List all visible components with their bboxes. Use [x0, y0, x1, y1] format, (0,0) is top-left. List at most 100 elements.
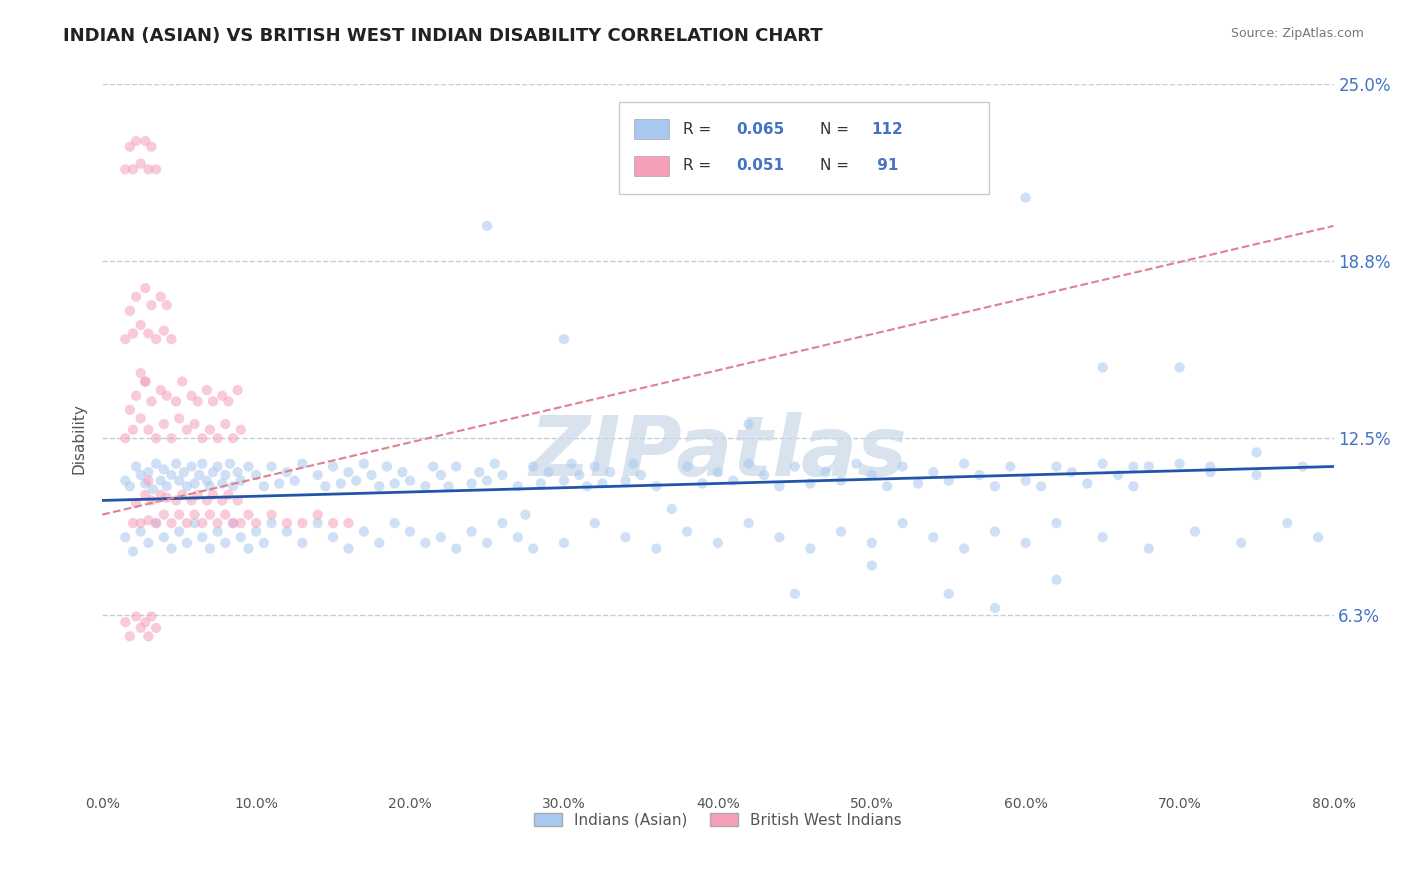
Point — [122, 544, 145, 558]
Point — [276, 516, 298, 530]
Point — [172, 375, 194, 389]
Point — [134, 488, 156, 502]
Point — [118, 479, 141, 493]
Point — [460, 524, 482, 539]
Point — [860, 536, 883, 550]
Point — [522, 459, 544, 474]
Point — [198, 479, 221, 493]
Point — [188, 468, 211, 483]
Point — [1015, 191, 1038, 205]
Point — [506, 479, 529, 493]
Point — [180, 459, 202, 474]
Point — [399, 524, 422, 539]
FancyBboxPatch shape — [634, 156, 669, 176]
Point — [176, 516, 198, 530]
Point — [1091, 457, 1114, 471]
Point — [245, 516, 267, 530]
Point — [1015, 474, 1038, 488]
Point — [561, 457, 583, 471]
Point — [1246, 445, 1268, 459]
Point — [138, 423, 160, 437]
Point — [167, 524, 190, 539]
Point — [576, 479, 599, 493]
Point — [195, 383, 218, 397]
Point — [692, 476, 714, 491]
Point — [460, 476, 482, 491]
Text: 0.051: 0.051 — [737, 158, 785, 173]
Point — [122, 423, 145, 437]
Point — [114, 332, 136, 346]
Point — [399, 474, 422, 488]
Point — [676, 459, 699, 474]
Point — [129, 318, 152, 332]
Point — [830, 474, 852, 488]
Point — [484, 457, 506, 471]
Point — [191, 431, 214, 445]
Point — [226, 465, 249, 479]
Point — [145, 332, 167, 346]
Point — [160, 332, 183, 346]
Point — [1029, 479, 1052, 493]
Point — [141, 298, 163, 312]
Point — [129, 468, 152, 483]
Point — [591, 476, 613, 491]
Point — [118, 139, 141, 153]
Point — [329, 476, 352, 491]
Point — [160, 516, 183, 530]
Point — [183, 476, 205, 491]
Point — [226, 493, 249, 508]
Point — [195, 474, 218, 488]
Point — [183, 516, 205, 530]
Point — [180, 493, 202, 508]
Point — [156, 479, 179, 493]
Point — [814, 465, 837, 479]
Point — [122, 326, 145, 341]
Point — [1168, 360, 1191, 375]
FancyBboxPatch shape — [620, 102, 988, 194]
Point — [183, 508, 205, 522]
Point — [211, 493, 233, 508]
Text: Source: ZipAtlas.com: Source: ZipAtlas.com — [1230, 27, 1364, 40]
Point — [138, 326, 160, 341]
Point — [214, 468, 236, 483]
Point — [291, 536, 314, 550]
Point — [337, 541, 360, 556]
Point — [118, 403, 141, 417]
Point — [645, 479, 668, 493]
Point — [176, 536, 198, 550]
Point — [614, 530, 637, 544]
Text: N =: N = — [820, 121, 853, 136]
Point — [134, 375, 156, 389]
Point — [1015, 536, 1038, 550]
Point — [167, 474, 190, 488]
Text: 91: 91 — [872, 158, 898, 173]
Point — [583, 459, 606, 474]
Text: 112: 112 — [872, 121, 904, 136]
Point — [876, 479, 898, 493]
Point — [907, 476, 929, 491]
Point — [129, 366, 152, 380]
Point — [118, 629, 141, 643]
Point — [384, 476, 406, 491]
Point — [737, 516, 759, 530]
Point — [114, 474, 136, 488]
Point — [707, 536, 730, 550]
Point — [707, 465, 730, 479]
Point — [269, 476, 291, 491]
Point — [191, 530, 214, 544]
Point — [768, 530, 790, 544]
Point — [187, 488, 209, 502]
Point — [145, 457, 167, 471]
Point — [134, 476, 156, 491]
Point — [360, 468, 382, 483]
Point — [752, 468, 775, 483]
Point — [125, 609, 148, 624]
Point — [226, 383, 249, 397]
Point — [152, 417, 174, 431]
Point — [129, 157, 152, 171]
Point — [214, 508, 236, 522]
Point — [114, 162, 136, 177]
Point — [614, 474, 637, 488]
Point — [375, 459, 398, 474]
Point — [180, 389, 202, 403]
